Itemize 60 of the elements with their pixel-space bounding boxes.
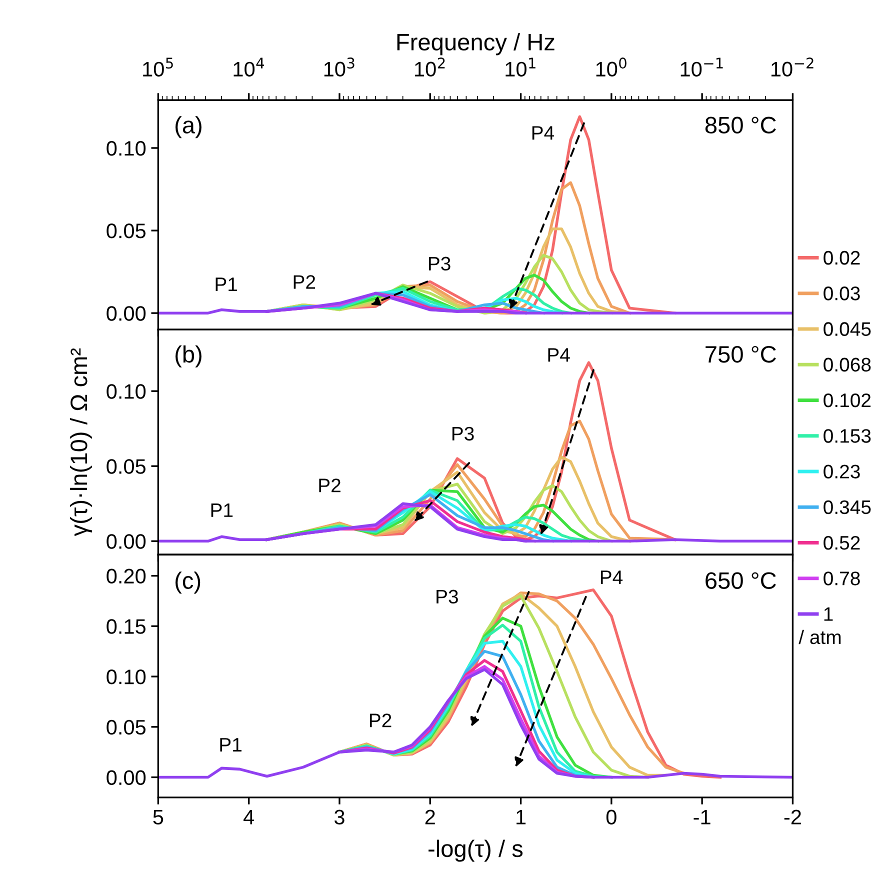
x-tick-label: 3 (334, 810, 344, 825)
y-tick-label: 0.00 (106, 770, 146, 786)
x-tick-label: 4 (244, 810, 254, 824)
y-axis-title: γ(τ)·ln(10) / Ω cm² (70, 348, 92, 536)
legend-label: 0.068 (824, 358, 871, 372)
legend-label: 0.52 (824, 536, 860, 550)
text: 850 °C (705, 116, 776, 134)
legend-label: 0.03 (824, 286, 860, 300)
legend-label: 0.045 (824, 322, 871, 336)
y-tick-label: 0.05 (106, 224, 146, 238)
x2-tick-label: 10$^{−1}$ (680, 58, 723, 77)
y-tick-label: 0.05 (106, 459, 146, 474)
annotation: P2 (319, 478, 340, 492)
annotation: P2 (294, 275, 316, 289)
x2-tick-label: 10$^{0}$ (596, 58, 626, 77)
text: (c) (176, 572, 200, 594)
annotation: P1 (211, 504, 233, 517)
x2-axis-title: Frequency / Hz (397, 33, 554, 56)
y-tick-label: 0.10 (106, 670, 146, 684)
y-tick-label: 0.20 (106, 568, 146, 584)
x2-tick-label: 10$^{1}$ (506, 58, 536, 77)
y-tick-label: 0.00 (106, 306, 146, 321)
legend-label: 0.345 (824, 500, 871, 514)
y-tick-label: 0.00 (106, 534, 146, 549)
x-tick-label: 2 (425, 810, 435, 824)
x2-tick-label: 10$^{3}$ (324, 58, 354, 77)
x-tick-label: 1 (516, 810, 526, 824)
annotation: P3 (428, 256, 450, 271)
text: 750 °C (706, 346, 776, 363)
text: 650 °C (706, 572, 776, 589)
text: (a) (176, 116, 202, 138)
legend-label: 1 (824, 607, 833, 621)
y-tick-label: 0.10 (106, 140, 146, 156)
annotation: P3 (436, 590, 458, 604)
y-tick-label: 0.05 (106, 720, 146, 735)
x-axis-title: -log(τ) / s (428, 840, 523, 862)
x-tick-label: 0 (606, 810, 616, 825)
legend-label: 0.23 (824, 464, 860, 478)
x2-tick-label: 10$^{2}$ (415, 58, 445, 77)
legend-label: 0.153 (824, 429, 871, 443)
annotation: P4 (600, 570, 623, 584)
y-tick-label: 0.10 (106, 384, 146, 399)
annotation: P3 (452, 426, 474, 441)
annotation: P2 (370, 714, 392, 728)
annotation: P4 (532, 126, 554, 140)
y-tick-label: 0.15 (106, 619, 146, 634)
annotation: P4 (548, 348, 570, 362)
annotation: P1 (216, 278, 238, 292)
x2-tick-label: 10$^{4}$ (234, 58, 264, 77)
x-tick-label: 5 (153, 810, 164, 825)
x-tick-label: -2 (784, 810, 801, 824)
legend-label: 0.02 (824, 250, 860, 265)
annotation: P1 (220, 738, 242, 752)
legend-title: / atm (798, 630, 841, 644)
x-tick-label: -1 (694, 810, 710, 824)
legend-label: 0.78 (824, 572, 860, 586)
x2-tick-label: 10$^{−2}$ (771, 58, 814, 77)
text: (b) (176, 345, 202, 368)
legend-label: 0.102 (824, 393, 871, 408)
x2-tick-label: 10$^{5}$ (143, 58, 173, 77)
